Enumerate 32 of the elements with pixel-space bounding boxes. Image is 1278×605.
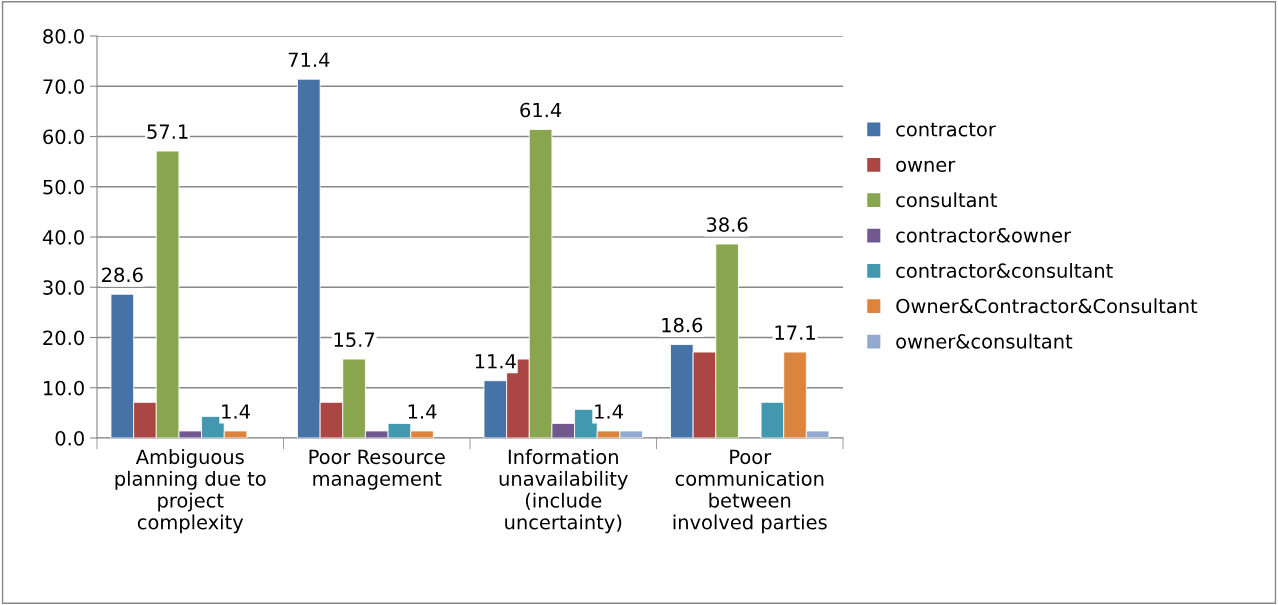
legend-label: contractor: [896, 122, 996, 137]
y-tick-label: 0.0: [55, 430, 84, 446]
y-tick-label: 60.0: [43, 129, 84, 145]
y-tick-label: 10.0: [44, 380, 84, 396]
x-tick-label: Poor communication between involved parties: [673, 449, 827, 534]
data-label: 1.4: [408, 404, 437, 419]
x-tick-label: Information unavailability (include uncertainty): [499, 449, 628, 534]
y-tick-label: 80.0: [43, 28, 84, 44]
data-label: 71.4: [288, 52, 330, 67]
data-label: 1.4: [595, 404, 623, 419]
data-label: 17.1: [775, 325, 815, 340]
legend-label: contractor&owner: [896, 227, 1072, 243]
y-tick-label: 70.0: [43, 79, 84, 94]
data-label: 28.6: [102, 267, 143, 283]
data-label: 11.4: [475, 354, 516, 369]
data-label: 61.4: [520, 102, 562, 118]
x-tick-label: Poor Resource management: [309, 449, 445, 490]
legend-label: contractor&consultant: [896, 262, 1113, 278]
y-tick-label: 40.0: [42, 229, 84, 245]
legend-label: consultant: [896, 192, 997, 208]
y-tick-label: 50.0: [43, 179, 84, 195]
y-tick-label: 30.0: [43, 280, 84, 295]
data-label: 1.4: [222, 404, 250, 419]
data-label: 15.7: [334, 332, 375, 348]
data-label: 57.1: [147, 124, 188, 139]
y-tick-label: 20.0: [43, 330, 84, 346]
data-label: 18.6: [662, 317, 703, 333]
legend-label: owner: [896, 160, 956, 172]
legend-label: owner&consultant: [896, 333, 1073, 349]
data-label: 38.6: [706, 217, 748, 232]
x-tick-label: Ambiguous planning due to project complexity: [115, 449, 266, 534]
legend-label: Owner&Contractor&Consultant: [896, 298, 1198, 314]
